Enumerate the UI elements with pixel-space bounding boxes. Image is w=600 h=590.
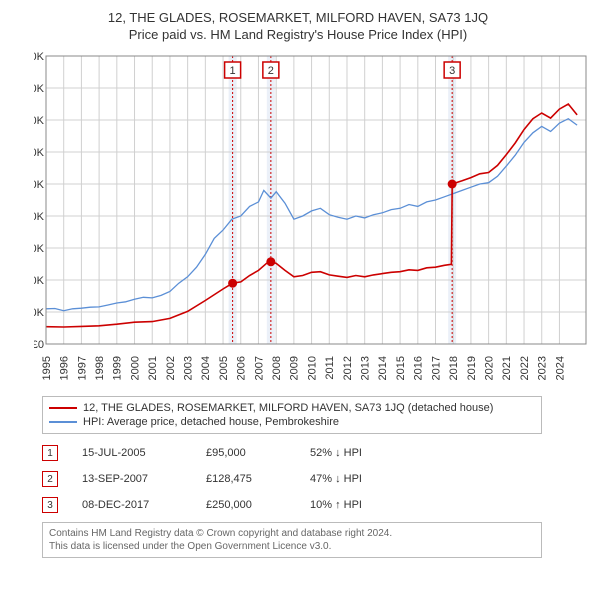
svg-text:1996: 1996 — [59, 356, 71, 380]
svg-text:2012: 2012 — [342, 356, 354, 380]
svg-text:2016: 2016 — [413, 356, 425, 380]
svg-text:2009: 2009 — [289, 356, 301, 380]
chart-subtitle: Price paid vs. HM Land Registry's House … — [6, 27, 590, 42]
svg-text:2007: 2007 — [253, 356, 265, 380]
svg-text:2002: 2002 — [165, 356, 177, 380]
attribution: Contains HM Land Registry data © Crown c… — [42, 522, 542, 558]
sale-pct: 47% ↓ HPI — [310, 473, 420, 485]
svg-text:1: 1 — [230, 65, 236, 77]
svg-text:£50K: £50K — [34, 307, 45, 319]
attribution-line: Contains HM Land Registry data © Crown c… — [49, 527, 535, 540]
plot-area: £0 £50K £100K £150K £200K £250K £300K £350K £400… — [34, 50, 594, 390]
svg-text:2020: 2020 — [483, 356, 495, 380]
legend: 12, THE GLADES, ROSEMARKET, MILFORD HAVE… — [42, 396, 542, 434]
svg-text:£0: £0 — [34, 339, 44, 351]
chart-svg: £0 £50K £100K £150K £200K £250K £300K £350K £400… — [34, 50, 594, 390]
svg-text:1997: 1997 — [76, 356, 88, 380]
svg-text:£200K: £200K — [34, 211, 45, 223]
svg-text:1999: 1999 — [112, 356, 124, 380]
sale-price: £250,000 — [206, 499, 286, 511]
svg-text:1995: 1995 — [41, 356, 53, 380]
sales-row: 2 13-SEP-2007 £128,475 47% ↓ HPI — [42, 466, 590, 492]
svg-text:2010: 2010 — [306, 356, 318, 380]
svg-text:£400K: £400K — [34, 83, 45, 95]
sales-row: 1 15-JUL-2005 £95,000 52% ↓ HPI — [42, 440, 590, 466]
sale-marker-icon: 1 — [42, 445, 58, 461]
svg-text:2017: 2017 — [430, 356, 442, 380]
sale-pct: 52% ↓ HPI — [310, 447, 420, 459]
svg-text:2001: 2001 — [147, 356, 159, 380]
svg-text:2: 2 — [268, 65, 274, 77]
sales-table: 1 15-JUL-2005 £95,000 52% ↓ HPI 2 13-SEP… — [42, 440, 590, 518]
sale-pct: 10% ↑ HPI — [310, 499, 420, 511]
chart-title: 12, THE GLADES, ROSEMARKET, MILFORD HAVE… — [6, 10, 590, 25]
svg-text:2015: 2015 — [395, 356, 407, 380]
svg-text:2021: 2021 — [501, 356, 513, 380]
legend-swatch — [49, 407, 77, 409]
sales-row: 3 08-DEC-2017 £250,000 10% ↑ HPI — [42, 492, 590, 518]
svg-text:£150K: £150K — [34, 243, 45, 255]
legend-row: HPI: Average price, detached house, Pemb… — [49, 415, 535, 429]
svg-text:2005: 2005 — [218, 356, 230, 380]
svg-text:3: 3 — [449, 65, 455, 77]
svg-text:2006: 2006 — [236, 356, 248, 380]
svg-text:£250K: £250K — [34, 179, 45, 191]
svg-text:2023: 2023 — [537, 356, 549, 380]
svg-text:2008: 2008 — [271, 356, 283, 380]
svg-text:2019: 2019 — [466, 356, 478, 380]
svg-text:2024: 2024 — [554, 356, 566, 380]
sale-price: £95,000 — [206, 447, 286, 459]
svg-text:2011: 2011 — [324, 356, 336, 380]
sale-marker-icon: 3 — [42, 497, 58, 513]
svg-text:2014: 2014 — [377, 356, 389, 380]
svg-text:2004: 2004 — [200, 356, 212, 380]
legend-label: HPI: Average price, detached house, Pemb… — [83, 416, 339, 428]
svg-text:2003: 2003 — [182, 356, 194, 380]
svg-text:£300K: £300K — [34, 147, 45, 159]
svg-text:£100K: £100K — [34, 275, 45, 287]
sale-date: 13-SEP-2007 — [82, 473, 182, 485]
legend-swatch — [49, 421, 77, 423]
svg-text:£350K: £350K — [34, 115, 45, 127]
svg-text:2000: 2000 — [129, 356, 141, 380]
legend-label: 12, THE GLADES, ROSEMARKET, MILFORD HAVE… — [83, 402, 493, 414]
svg-text:2022: 2022 — [519, 356, 531, 380]
sale-date: 08-DEC-2017 — [82, 499, 182, 511]
sale-marker-icon: 2 — [42, 471, 58, 487]
svg-text:£450K: £450K — [34, 51, 45, 63]
sale-date: 15-JUL-2005 — [82, 447, 182, 459]
svg-text:2018: 2018 — [448, 356, 460, 380]
svg-text:1998: 1998 — [94, 356, 106, 380]
sale-price: £128,475 — [206, 473, 286, 485]
legend-row: 12, THE GLADES, ROSEMARKET, MILFORD HAVE… — [49, 401, 535, 415]
chart-container: 12, THE GLADES, ROSEMARKET, MILFORD HAVE… — [0, 0, 600, 564]
svg-text:2013: 2013 — [360, 356, 372, 380]
attribution-line: This data is licensed under the Open Gov… — [49, 540, 535, 553]
